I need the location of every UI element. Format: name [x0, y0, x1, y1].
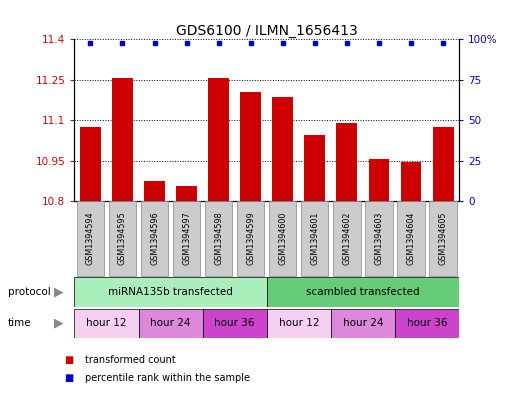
Bar [173, 201, 200, 276]
Bar [304, 135, 325, 201]
Bar [240, 92, 261, 201]
Text: hour 24: hour 24 [150, 318, 191, 328]
Bar [74, 309, 139, 338]
Bar [176, 186, 197, 201]
Bar [272, 97, 293, 201]
Bar [77, 201, 104, 276]
Text: GSM1394604: GSM1394604 [406, 212, 416, 265]
Text: transformed count: transformed count [85, 354, 175, 365]
Bar [139, 309, 203, 338]
Bar [368, 160, 389, 201]
Bar [237, 201, 264, 276]
Text: GSM1394600: GSM1394600 [278, 212, 287, 265]
Bar [337, 123, 358, 201]
Bar [74, 277, 267, 307]
Text: time: time [8, 318, 31, 328]
Bar [398, 201, 425, 276]
Bar [208, 79, 229, 201]
Bar [331, 309, 395, 338]
Text: miRNA135b transfected: miRNA135b transfected [108, 287, 233, 297]
Text: ■: ■ [64, 354, 73, 365]
Bar [109, 201, 136, 276]
Text: hour 36: hour 36 [407, 318, 447, 328]
Bar [112, 79, 133, 201]
Bar [333, 201, 361, 276]
Text: hour 24: hour 24 [343, 318, 383, 328]
Text: GSM1394595: GSM1394595 [118, 212, 127, 265]
Text: GSM1394603: GSM1394603 [374, 212, 384, 265]
Text: ▶: ▶ [54, 285, 64, 298]
Bar [267, 309, 331, 338]
Bar [301, 201, 328, 276]
Text: protocol: protocol [8, 287, 50, 297]
Bar [203, 309, 267, 338]
Bar [395, 309, 459, 338]
Bar [267, 277, 459, 307]
Text: GSM1394605: GSM1394605 [439, 212, 448, 265]
Bar [144, 181, 165, 201]
Text: GSM1394594: GSM1394594 [86, 212, 95, 265]
Text: GSM1394599: GSM1394599 [246, 212, 255, 265]
Text: GSM1394601: GSM1394601 [310, 212, 320, 265]
Bar [141, 201, 168, 276]
Text: ▶: ▶ [54, 317, 64, 330]
Bar [80, 127, 101, 201]
Text: scambled transfected: scambled transfected [306, 287, 420, 297]
Text: hour 36: hour 36 [214, 318, 255, 328]
Text: ■: ■ [64, 373, 73, 384]
Bar [205, 201, 232, 276]
Bar [365, 201, 392, 276]
Text: GSM1394596: GSM1394596 [150, 212, 159, 265]
Text: percentile rank within the sample: percentile rank within the sample [85, 373, 250, 384]
Bar [401, 162, 422, 201]
Title: GDS6100 / ILMN_1656413: GDS6100 / ILMN_1656413 [176, 24, 358, 38]
Bar [432, 127, 453, 201]
Text: GSM1394602: GSM1394602 [342, 212, 351, 265]
Text: hour 12: hour 12 [279, 318, 319, 328]
Text: GSM1394597: GSM1394597 [182, 212, 191, 265]
Text: GSM1394598: GSM1394598 [214, 212, 223, 265]
Text: hour 12: hour 12 [86, 318, 127, 328]
Bar [429, 201, 457, 276]
Bar [269, 201, 297, 276]
